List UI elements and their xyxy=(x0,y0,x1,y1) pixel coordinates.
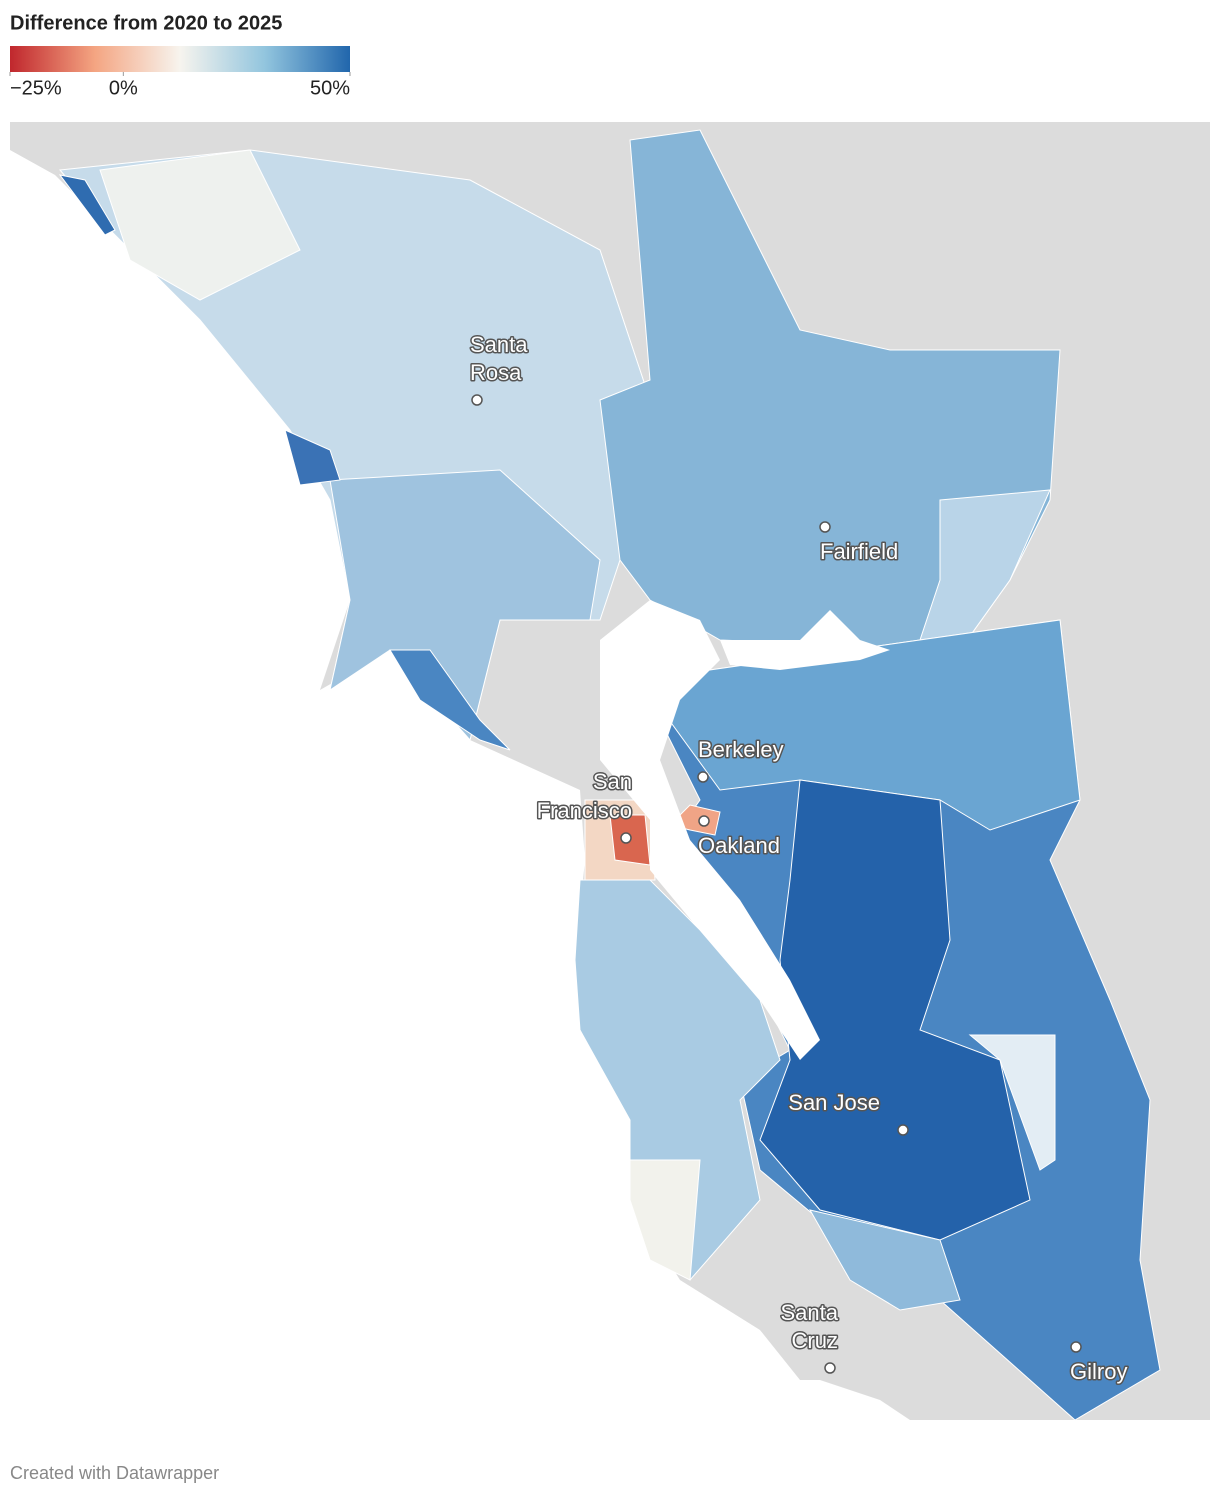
region xyxy=(639,619,1081,831)
ocean xyxy=(10,150,910,1420)
city-markers xyxy=(471,394,1082,1374)
city-label: Oakland xyxy=(698,833,780,858)
city-dot xyxy=(819,521,831,533)
city-label: Rosa xyxy=(470,360,522,385)
region xyxy=(284,429,341,486)
footer: Created with Datawrapper xyxy=(10,1463,219,1483)
city-dot xyxy=(471,394,483,406)
city-dot xyxy=(698,815,710,827)
city-dot xyxy=(1070,1341,1082,1353)
legend-tick-label: 50% xyxy=(310,77,350,99)
city-label: San xyxy=(593,769,632,794)
map xyxy=(10,122,1210,1421)
city-dot xyxy=(697,771,709,783)
legend-tick-label: 0% xyxy=(109,77,138,99)
bay-water xyxy=(720,610,890,670)
city-labels: Santa Rosa Fairfield Berkeley San Franci… xyxy=(469,331,1129,1386)
land xyxy=(760,1300,850,1380)
region xyxy=(58,174,116,236)
city-label: Berkeley xyxy=(698,737,784,762)
region xyxy=(629,1159,701,1281)
bay-water xyxy=(600,600,820,1060)
city-dot xyxy=(620,832,632,844)
region xyxy=(389,649,511,751)
legend-tick-label: −25% xyxy=(10,77,62,99)
city-dot xyxy=(824,1362,836,1374)
city-label: Santa xyxy=(470,332,528,357)
region xyxy=(808,1209,961,1311)
region xyxy=(329,469,601,742)
city-label: Fairfield xyxy=(820,539,898,564)
region xyxy=(99,149,301,301)
city-label: Francisco xyxy=(537,798,632,823)
city-label: Gilroy xyxy=(1070,1359,1127,1384)
region xyxy=(968,1034,1056,1171)
city-label: Santa xyxy=(781,1300,839,1325)
legend-bar xyxy=(10,46,350,72)
city-label: Cruz xyxy=(792,1328,838,1353)
city-label: San Jose xyxy=(788,1090,880,1115)
legend-ticks: −25% 0% 50% xyxy=(9,72,351,99)
legend-title: Difference from 2020 to 2025 xyxy=(10,12,282,34)
city-dot xyxy=(897,1124,909,1136)
